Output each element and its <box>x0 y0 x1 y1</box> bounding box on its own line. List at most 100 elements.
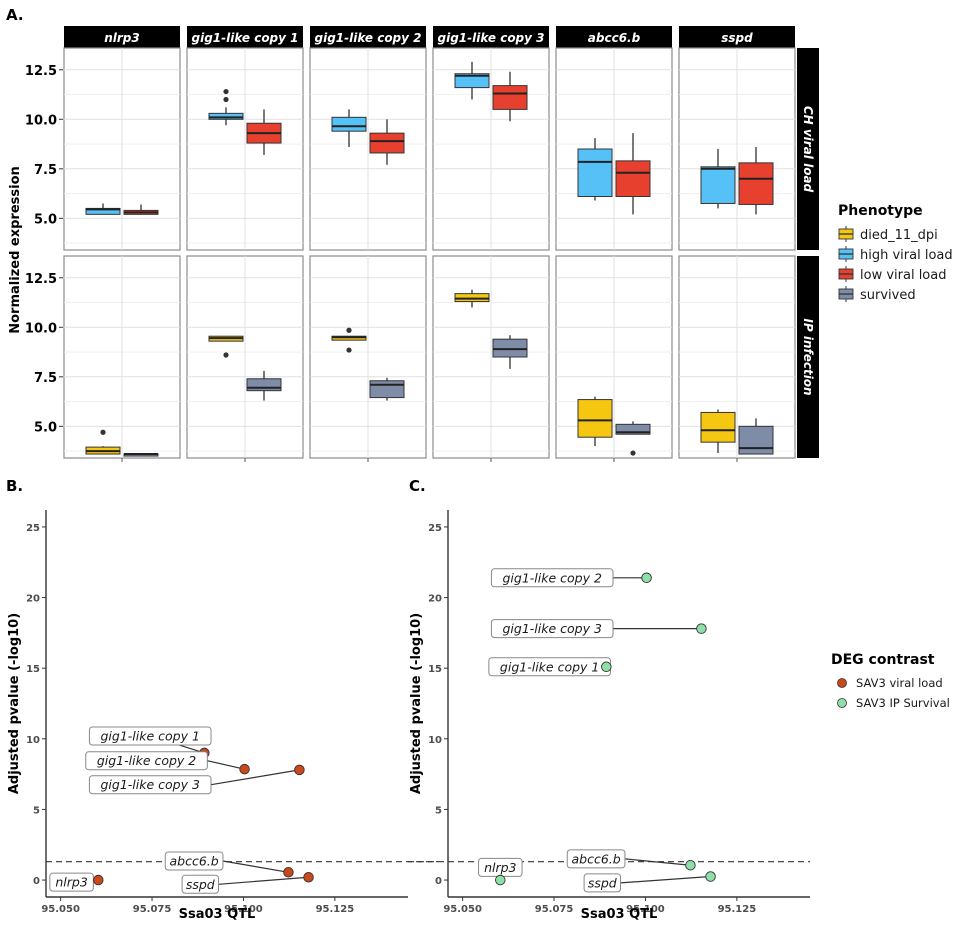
gene-label-box <box>181 874 220 894</box>
box-iqr <box>700 411 736 443</box>
gene-label-box <box>88 726 212 746</box>
box-nlrp3-died-11-dpi <box>85 429 121 455</box>
legend-label: SAV3 IP Survival <box>856 696 950 710</box>
legend-item-sav3-ip-survival: SAV3 IP Survival <box>837 696 950 710</box>
panel-letter-b: B. <box>6 477 23 495</box>
label-connector <box>222 860 289 873</box>
facet-strip-label: nlrp3 <box>104 31 140 45</box>
y-tick-label: 10.0 <box>25 321 57 336</box>
gene-label-box <box>490 568 614 588</box>
box-iqr <box>615 160 651 198</box>
data-point <box>705 871 716 882</box>
box-gig1-like-copy-3-survived <box>492 335 528 369</box>
legend-item-low-viral-load: low viral load <box>838 266 946 283</box>
y-tick-label: 25 <box>26 523 40 534</box>
facet-strip-label: gig1-like copy 2 <box>314 31 421 45</box>
facet-strip-label: gig1-like copy 1 <box>191 31 298 45</box>
point-nlrp3: nlrp3 <box>478 857 523 886</box>
label-connector <box>207 760 245 770</box>
legend-label: died_11_dpi <box>860 228 938 243</box>
y-tick-label: 12.5 <box>25 272 57 287</box>
box-iqr <box>454 73 490 89</box>
gene-label: gig1-like copy 3 <box>502 621 601 636</box>
panel-letter-c: C. <box>409 477 426 495</box>
data-point <box>696 623 707 634</box>
gene-label: gig1-like copy 3 <box>100 777 199 792</box>
point-sspd: sspd <box>583 871 716 893</box>
legend-key-point <box>837 678 847 688</box>
gene-label: nlrp3 <box>484 860 516 875</box>
legend-label: survived <box>860 288 916 303</box>
legend-item-high-viral-load: high viral load <box>838 246 953 263</box>
data-point <box>303 871 314 883</box>
panel-b-scatter: 0 5 10 15 20 25 95.050 95.075 95.100 95.125 Ssa03 … <box>7 510 438 922</box>
x-tick-label: 95.100 <box>626 904 665 915</box>
gene-label-box <box>490 619 614 639</box>
facet-panel <box>63 47 181 251</box>
y-tick-label: 20 <box>428 594 442 605</box>
y-tick-label: 5.0 <box>34 212 57 227</box>
box-iqr <box>738 425 774 455</box>
label-connector <box>624 858 691 866</box>
facet-strip-label: gig1-like copy 3 <box>437 31 544 45</box>
point-nlrp3: nlrp3 <box>49 872 104 892</box>
box-gig1-like-copy-1-survived <box>246 370 282 401</box>
box-iqr <box>700 166 736 204</box>
facet-strip-abcc6-b: abcc6.b <box>556 26 672 48</box>
gene-label-box <box>583 873 622 893</box>
box-sspd-died-11-dpi <box>700 409 736 454</box>
data-point <box>641 572 652 584</box>
gene-label-box <box>566 849 626 869</box>
box-iqr <box>615 423 651 435</box>
box-abcc6-b-survived <box>615 421 651 456</box>
y-axis-title: Adjusted pvalue (-log10) <box>7 613 22 794</box>
gene-label: gig1-like copy 1 <box>500 659 599 674</box>
y-tick-label: 20 <box>26 594 40 605</box>
facet-strip-bg <box>187 26 303 48</box>
facet-panel <box>186 255 304 462</box>
row-strip-bg <box>797 48 819 250</box>
legend-item-survived: survived <box>838 286 916 303</box>
box-nlrp3-survived <box>123 453 159 457</box>
box-gig1-like-copy-3-low-viral-load <box>492 71 528 122</box>
facet-panel <box>186 47 304 251</box>
row-strip-label: IP infection <box>801 318 815 395</box>
facet-panel <box>678 255 796 462</box>
legend-label: high viral load <box>860 248 953 263</box>
gene-label: gig1-like copy 2 <box>97 753 196 768</box>
point-gig1-like-copy-2: gig1-like copy 2 <box>85 751 250 775</box>
outlier-point <box>223 96 229 103</box>
y-tick-label: 10 <box>26 735 40 746</box>
row-strip-ch-viral-load: CH viral load <box>797 48 819 250</box>
box-gig1-like-copy-2-died-11-dpi <box>331 327 367 353</box>
x-axis-title: Ssa03 QTL <box>581 907 658 922</box>
y-tick-label: 0 <box>435 876 442 887</box>
data-point <box>283 867 294 878</box>
box-nlrp3-low-viral-load <box>123 204 159 215</box>
box-sspd-low-viral-load <box>738 147 774 215</box>
box-gig1-like-copy-2-high-viral-load <box>331 109 367 148</box>
box-sspd-high-viral-load <box>700 149 736 209</box>
facet-panel <box>63 255 181 462</box>
data-point <box>93 874 104 886</box>
box-gig1-like-copy-1-high-viral-load <box>208 88 244 126</box>
outlier-point <box>346 347 352 353</box>
box-sspd-survived <box>738 418 774 455</box>
y-tick-label: 15 <box>428 664 442 675</box>
outlier-point <box>223 352 229 358</box>
gene-label: gig1-like copy 1 <box>100 728 199 743</box>
phenotype-legend-title: Phenotype <box>838 203 923 219</box>
gene-label: abcc6.b <box>169 853 218 868</box>
facet-strip-sspd: sspd <box>679 26 795 48</box>
x-axis-title: Ssa03 QTL <box>179 907 256 922</box>
gene-label-box <box>85 751 208 771</box>
gene-label: abcc6.b <box>571 851 620 866</box>
deg-contrast-legend: DEG contrast SAV3 viral load SAV3 IP Surv… <box>831 652 950 710</box>
legend-label: SAV3 viral load <box>856 676 943 690</box>
facet-strip-gig1-like-copy-3: gig1-like copy 3 <box>433 26 549 48</box>
box-gig1-like-copy-3-high-viral-load <box>454 61 490 100</box>
x-tick-label: 95.125 <box>718 904 757 915</box>
facet-strip-bg <box>556 26 672 48</box>
facet-strip-gig1-like-copy-1: gig1-like copy 1 <box>187 26 303 48</box>
data-point <box>239 763 250 775</box>
